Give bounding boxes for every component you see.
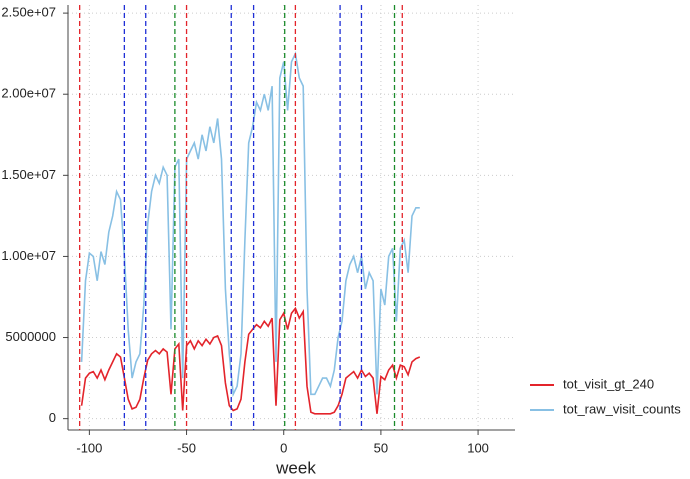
x-axis-title: week <box>275 458 316 477</box>
series-line <box>80 306 421 415</box>
y-tick-label: 0 <box>49 410 56 425</box>
y-tick-label: 1.50e+07 <box>1 167 56 182</box>
x-tick-label: -50 <box>177 440 196 455</box>
y-tick-label: 5000000 <box>5 329 56 344</box>
y-tick-label: 2.00e+07 <box>1 86 56 101</box>
x-tick-label: 50 <box>374 440 388 455</box>
x-tick-label: -100 <box>76 440 102 455</box>
x-tick-label: 100 <box>467 440 489 455</box>
series-line <box>80 51 420 398</box>
x-tick-label: 0 <box>280 440 287 455</box>
y-tick-label: 1.00e+07 <box>1 248 56 263</box>
legend-label: tot_raw_visit_counts <box>563 401 681 416</box>
legend-label: tot_visit_gt_240 <box>563 376 654 391</box>
y-tick-label: 2.50e+07 <box>1 5 56 20</box>
